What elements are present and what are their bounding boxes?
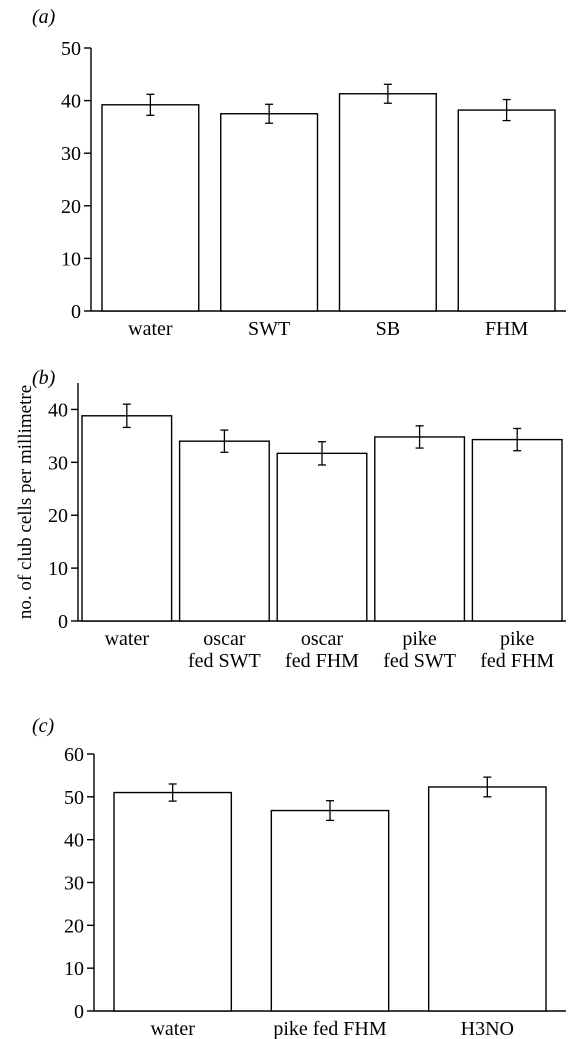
bar xyxy=(427,786,547,1012)
bar xyxy=(178,440,270,622)
y-tick-label: 30 xyxy=(48,452,68,474)
y-tick-label: 60 xyxy=(64,744,84,766)
y-tick-label: 0 xyxy=(71,301,81,323)
bar xyxy=(457,109,556,312)
y-tick-label: 50 xyxy=(64,787,84,809)
bar xyxy=(471,438,563,622)
category-label: water xyxy=(128,318,173,340)
category-label: water xyxy=(150,1018,195,1039)
bar xyxy=(270,809,390,1012)
category-label: SWT xyxy=(248,318,290,340)
y-tick-label: 10 xyxy=(61,248,81,270)
y-tick-label: 20 xyxy=(64,915,84,937)
y-tick-label: 30 xyxy=(64,873,84,895)
bar xyxy=(276,452,368,622)
y-tick-label: 30 xyxy=(61,143,81,165)
y-tick-label: 40 xyxy=(61,91,81,113)
category-label: water xyxy=(105,628,150,650)
panel-label: (b) xyxy=(32,367,56,389)
category-label: oscar xyxy=(203,628,246,650)
y-tick-label: 10 xyxy=(64,958,84,980)
category-label: fed FHM xyxy=(480,650,554,672)
bar xyxy=(101,104,200,312)
y-tick-label: 10 xyxy=(48,558,68,580)
bar xyxy=(338,93,437,312)
bar xyxy=(220,113,319,312)
bar xyxy=(113,791,233,1012)
category-label: H3NO xyxy=(461,1018,514,1039)
y-tick-label: 0 xyxy=(74,1001,84,1023)
category-label: fed SWT xyxy=(383,650,456,672)
category-label: fed SWT xyxy=(188,650,261,672)
y-tick-label: 0 xyxy=(58,611,68,633)
category-label: fed FHM xyxy=(285,650,359,672)
category-label: pike xyxy=(500,628,535,650)
category-label: pike fed FHM xyxy=(273,1018,387,1039)
y-axis-label: no. of club cells per millimetre xyxy=(15,385,36,619)
bar xyxy=(374,436,466,622)
y-tick-label: 50 xyxy=(61,38,81,60)
panel-label: (c) xyxy=(32,715,55,737)
panel-label: (a) xyxy=(32,6,56,28)
category-label: oscar xyxy=(301,628,344,650)
y-tick-label: 20 xyxy=(48,505,68,527)
category-label: pike xyxy=(402,628,437,650)
y-tick-label: 20 xyxy=(61,196,81,218)
bar xyxy=(81,415,173,622)
category-label: SB xyxy=(376,318,400,340)
y-tick-label: 40 xyxy=(48,399,68,421)
category-label: FHM xyxy=(485,318,529,340)
y-tick-label: 40 xyxy=(64,830,84,852)
